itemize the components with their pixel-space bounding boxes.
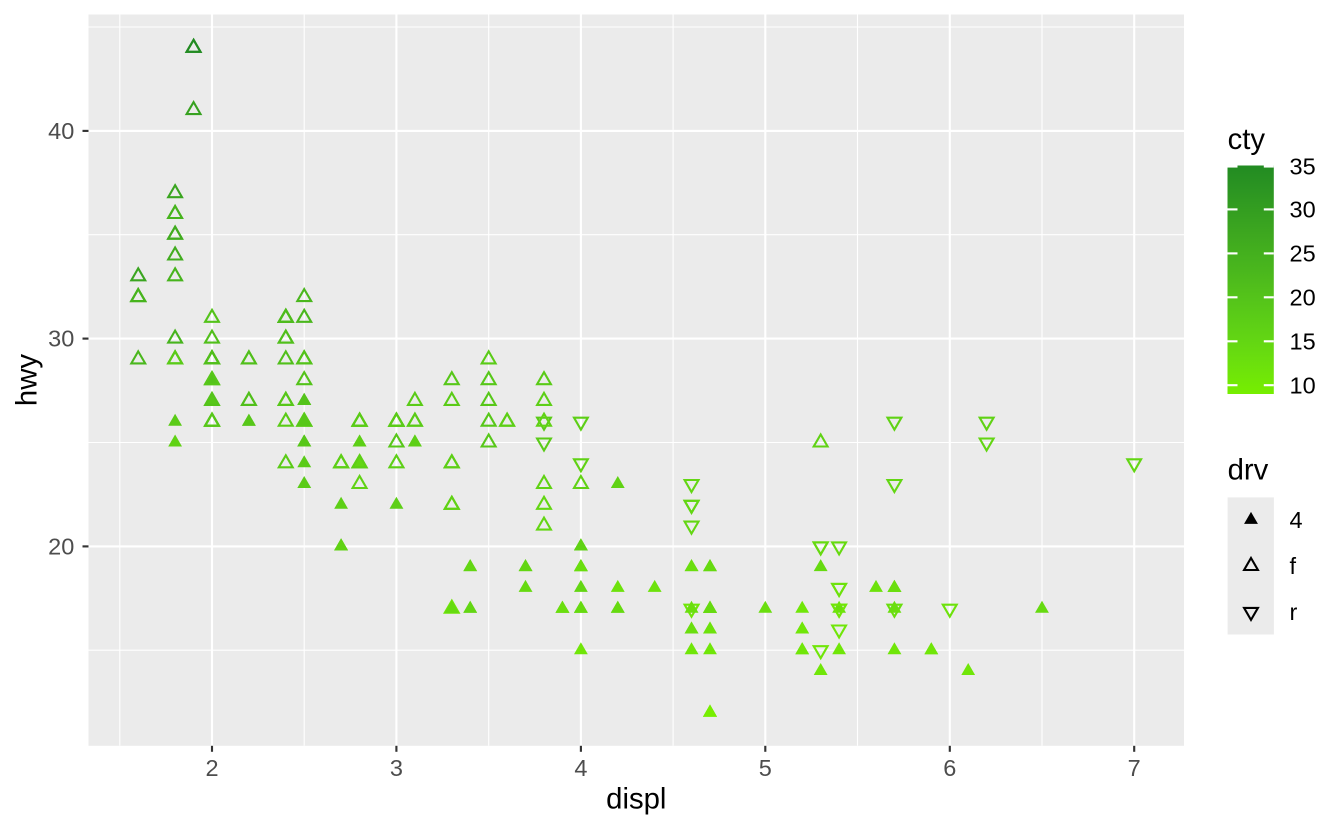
svg-text:30: 30 xyxy=(48,326,74,352)
svg-text:5: 5 xyxy=(759,755,772,781)
svg-text:6: 6 xyxy=(943,755,956,781)
svg-text:2: 2 xyxy=(205,755,218,781)
svg-text:4: 4 xyxy=(574,755,587,781)
svg-text:15: 15 xyxy=(1290,328,1316,354)
svg-text:7: 7 xyxy=(1128,755,1141,781)
svg-text:hwy: hwy xyxy=(11,354,44,406)
svg-text:3: 3 xyxy=(390,755,403,781)
svg-text:30: 30 xyxy=(1290,197,1316,223)
svg-text:20: 20 xyxy=(48,534,74,560)
svg-text:40: 40 xyxy=(48,118,74,144)
svg-text:displ: displ xyxy=(606,783,666,816)
svg-text:drv: drv xyxy=(1228,454,1269,487)
svg-text:cty: cty xyxy=(1228,123,1266,156)
svg-text:4: 4 xyxy=(1290,507,1303,533)
svg-text:10: 10 xyxy=(1290,372,1316,398)
svg-text:35: 35 xyxy=(1290,154,1316,180)
svg-text:20: 20 xyxy=(1290,284,1316,310)
svg-text:25: 25 xyxy=(1290,241,1316,267)
svg-text:r: r xyxy=(1290,599,1298,625)
svg-text:f: f xyxy=(1290,553,1297,579)
